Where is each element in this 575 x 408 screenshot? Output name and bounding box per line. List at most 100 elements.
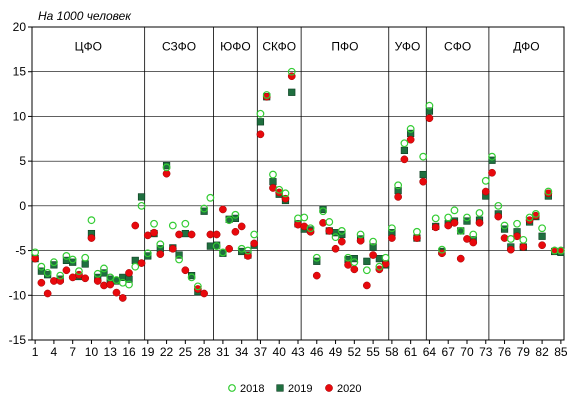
point-2018 bbox=[50, 258, 58, 267]
point-2018 bbox=[331, 233, 340, 242]
point-2018 bbox=[494, 201, 503, 210]
point-2019 bbox=[369, 243, 377, 251]
point-2018 bbox=[43, 269, 52, 277]
point-2020 bbox=[125, 269, 133, 277]
point-2019 bbox=[175, 251, 183, 259]
x-tick-label: 79 bbox=[517, 345, 531, 359]
point-2018 bbox=[68, 255, 77, 264]
point-2020 bbox=[106, 280, 115, 289]
point-2018 bbox=[369, 237, 378, 246]
x-tick-label: 25 bbox=[179, 345, 193, 359]
point-2018 bbox=[31, 248, 40, 257]
point-2018 bbox=[319, 207, 327, 216]
point-2018 bbox=[375, 262, 384, 271]
point-2020 bbox=[450, 218, 459, 227]
point-2018 bbox=[131, 262, 140, 271]
point-2020 bbox=[137, 259, 146, 267]
point-2018 bbox=[87, 216, 96, 225]
point-2018 bbox=[225, 216, 234, 225]
point-2018 bbox=[425, 101, 434, 110]
district-dividers bbox=[144, 27, 490, 340]
point-2018 bbox=[275, 185, 284, 194]
point-2018 bbox=[450, 206, 459, 215]
point-2019 bbox=[269, 178, 277, 186]
plot-area bbox=[31, 26, 565, 341]
point-2018 bbox=[212, 242, 221, 251]
y-tick-label: -15 bbox=[9, 333, 27, 347]
point-2020 bbox=[325, 227, 334, 235]
x-tick-label: 52 bbox=[348, 345, 362, 359]
point-2020 bbox=[225, 244, 234, 253]
point-2018 bbox=[475, 209, 484, 217]
point-2020 bbox=[400, 155, 409, 164]
point-2020 bbox=[419, 177, 428, 186]
point-2020 bbox=[481, 187, 490, 196]
point-2020 bbox=[156, 250, 165, 258]
point-2018 bbox=[143, 249, 152, 258]
point-2018 bbox=[100, 264, 108, 273]
point-2020 bbox=[331, 244, 340, 253]
point-2018 bbox=[362, 266, 371, 275]
point-2020 bbox=[525, 216, 534, 225]
point-2020 bbox=[219, 205, 227, 214]
point-2018 bbox=[181, 219, 190, 228]
district-label: УФО bbox=[395, 40, 421, 54]
district-label: ДФО bbox=[513, 40, 539, 54]
point-2020 bbox=[406, 135, 415, 144]
point-2019 bbox=[363, 257, 371, 265]
point-2018 bbox=[294, 214, 302, 223]
point-2018 bbox=[500, 221, 509, 230]
point-2018 bbox=[525, 213, 534, 222]
point-2018 bbox=[162, 163, 171, 172]
point-2018 bbox=[519, 235, 528, 244]
x-tick-label: 7 bbox=[69, 345, 76, 359]
district-label: ЦФО bbox=[75, 40, 102, 54]
point-2020 bbox=[250, 239, 259, 248]
point-2019 bbox=[200, 207, 208, 215]
point-2018 bbox=[118, 278, 127, 287]
point-2018 bbox=[481, 176, 490, 185]
point-2019 bbox=[425, 107, 434, 115]
point-2019 bbox=[181, 229, 189, 238]
point-2020 bbox=[244, 252, 252, 260]
y-axis: -15 -10 -5 0 5 10 15 20 bbox=[9, 20, 32, 347]
point-2018 bbox=[469, 230, 478, 239]
district-label: СЗФО bbox=[162, 40, 196, 54]
point-2019 bbox=[144, 252, 152, 260]
point-2020 bbox=[538, 241, 546, 250]
point-2019 bbox=[131, 256, 139, 265]
point-2018 bbox=[531, 210, 540, 218]
y-tick-label: -5 bbox=[15, 244, 26, 258]
point-2020 bbox=[262, 92, 271, 101]
point-2020 bbox=[93, 277, 102, 285]
point-2020 bbox=[87, 234, 96, 242]
point-2018 bbox=[168, 221, 177, 230]
point-2018 bbox=[506, 235, 515, 243]
point-2020 bbox=[312, 271, 321, 280]
point-2018 bbox=[300, 213, 309, 222]
point-2020 bbox=[56, 277, 65, 285]
point-2018 bbox=[256, 109, 265, 118]
x-tick-label: 28 bbox=[197, 345, 211, 359]
point-2020 bbox=[43, 289, 52, 298]
point-2018 bbox=[394, 181, 403, 190]
district-label: ЮФО bbox=[220, 40, 251, 54]
point-2020 bbox=[362, 281, 371, 290]
point-2018 bbox=[175, 255, 183, 264]
point-2020 bbox=[375, 265, 384, 274]
point-2018 bbox=[156, 240, 165, 249]
point-2020 bbox=[112, 288, 121, 297]
point-2020 bbox=[369, 251, 377, 259]
point-2018 bbox=[356, 230, 365, 239]
point-2018 bbox=[350, 258, 359, 267]
x-tick-label: 40 bbox=[273, 345, 287, 359]
point-2019 bbox=[256, 118, 265, 126]
x-tick-label: 13 bbox=[104, 345, 118, 359]
point-2018 bbox=[550, 246, 559, 255]
point-2020 bbox=[162, 169, 171, 178]
point-2018 bbox=[150, 219, 158, 228]
point-2020 bbox=[181, 266, 190, 275]
point-2020 bbox=[175, 230, 183, 239]
point-2020 bbox=[131, 221, 140, 230]
